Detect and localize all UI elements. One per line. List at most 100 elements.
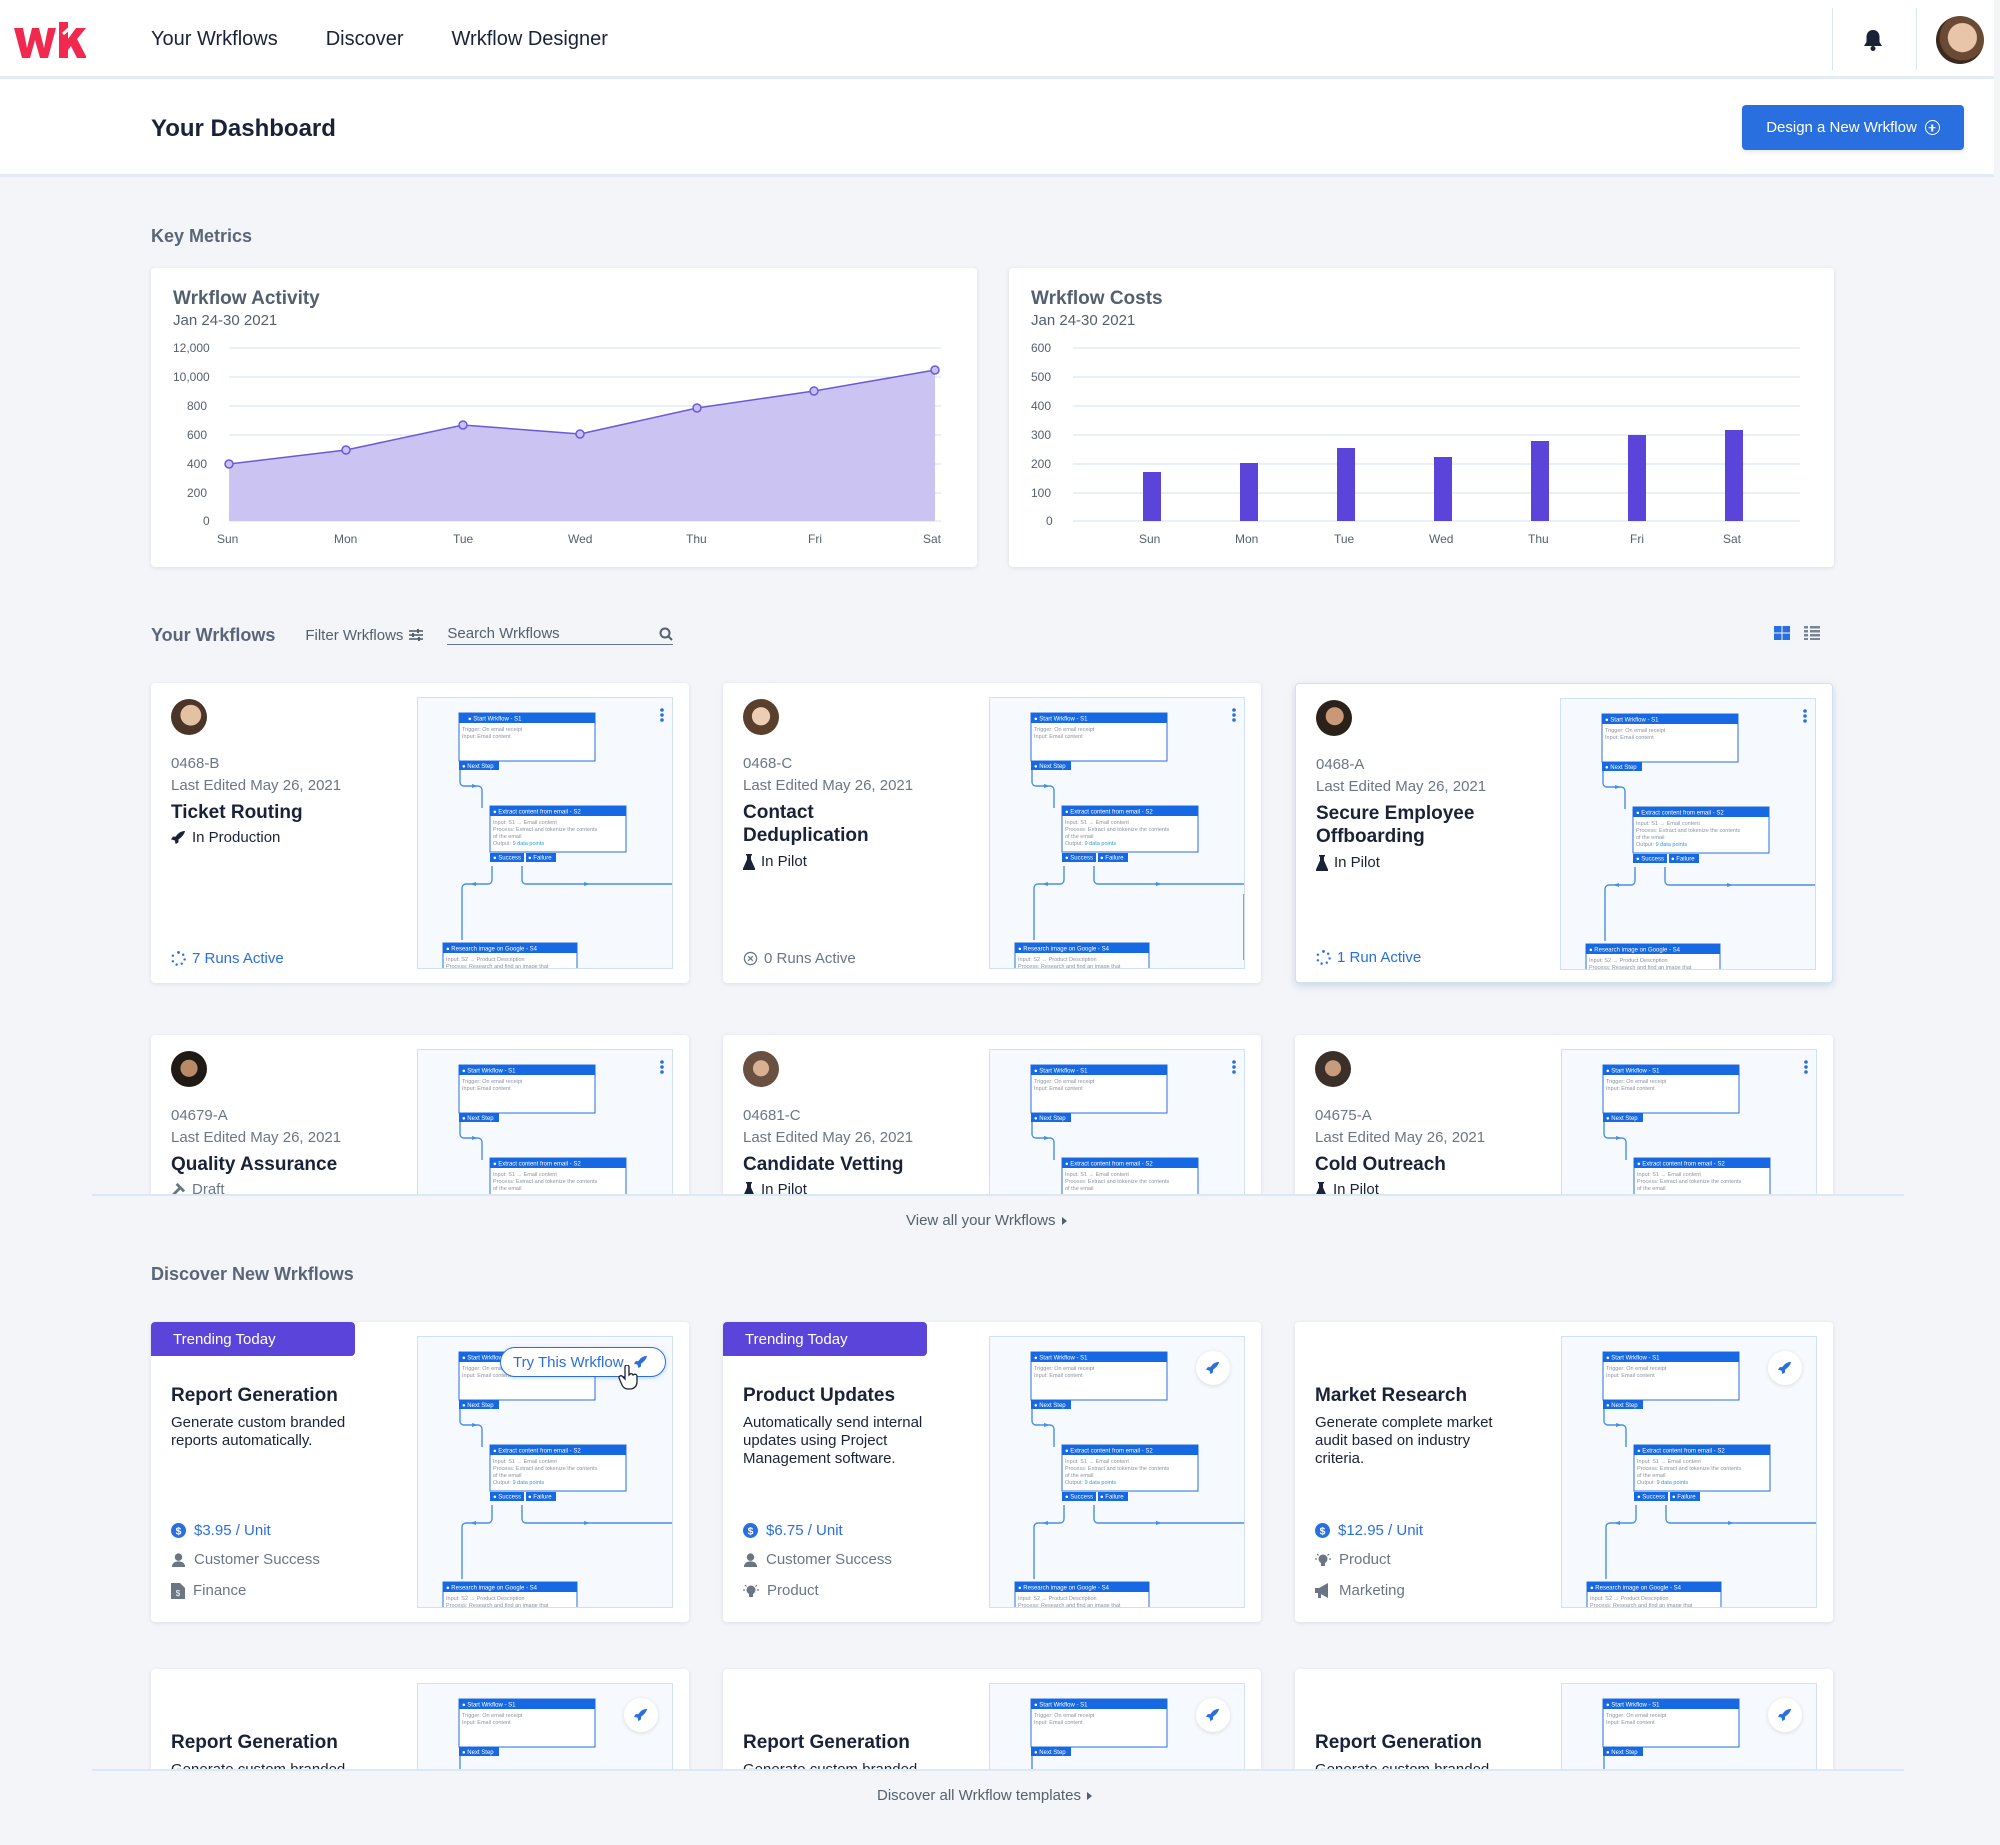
owner-avatar xyxy=(171,699,207,735)
bell-icon[interactable] xyxy=(1862,28,1884,52)
mini-flow-diagram: ● Start Wrkflow - S1 ● Next Step Trigger:… xyxy=(1030,1698,1168,1770)
nav-discover[interactable]: Discover xyxy=(325,28,404,50)
wrkflow-card[interactable]: 0468-B Last Edited May 26, 2021 Ticket R… xyxy=(151,683,689,983)
svg-text:● Start Wrkflow - S1: ● Start Wrkflow - S1 xyxy=(462,1356,516,1362)
key-metrics-heading: Key Metrics xyxy=(151,226,253,246)
wrkflow-name: Quality Assurance xyxy=(171,1154,338,1175)
more-options-icon[interactable] xyxy=(660,708,664,722)
try-label: Try This Wrkflow xyxy=(513,1353,624,1371)
discover-all-templates-link[interactable]: Discover all Wrkflow templates xyxy=(877,1787,1092,1804)
price-label: $12.95 / Unit xyxy=(1338,1522,1424,1539)
svg-text:● Extract content from email -: ● Extract content from email - S2 xyxy=(1065,810,1153,816)
wrkflow-id: 0468-A xyxy=(1316,756,1365,773)
grid-view-icon[interactable] xyxy=(1774,626,1790,640)
main-nav: Your Wrkflows Discover Wrkflow Designer xyxy=(151,0,608,79)
dollar-circle-icon: $ xyxy=(743,1523,758,1538)
user-avatar[interactable] xyxy=(1936,16,1984,64)
nav-your-wrkflows[interactable]: Your Wrkflows xyxy=(151,28,278,50)
svg-text:Input: S1 → Email content: Input: S1 → Email content xyxy=(1065,820,1129,826)
template-tag: $ Finance xyxy=(171,1582,246,1599)
svg-text:Input: S1 → Email content: Input: S1 → Email content xyxy=(1637,1172,1701,1178)
view-all-wrkflows-link[interactable]: View all your Wrkflows xyxy=(906,1212,1067,1229)
svg-text:● Start Wrkflow - S1: ● Start Wrkflow - S1 xyxy=(1034,717,1088,723)
owner-avatar xyxy=(1315,1051,1351,1087)
template-card[interactable]: Trending Today Report Generation Generat… xyxy=(151,1322,689,1622)
mini-flow-diagram: ● Start Wrkflow - S1 ● Next Step ● Extract… xyxy=(1586,1351,1816,1608)
svg-text:Output: 9 data points: Output: 9 data points xyxy=(1065,1480,1116,1486)
svg-text:Input: Email content: Input: Email content xyxy=(1606,1720,1655,1726)
svg-text:● Start Wrkflow - S1: ● Start Wrkflow - S1 xyxy=(1605,718,1659,724)
more-options-icon[interactable] xyxy=(1803,709,1807,723)
svg-text:Trigger: On email receipt: Trigger: On email receipt xyxy=(1034,1366,1095,1372)
svg-text:Process: Research and find an: Process: Research and find an image that xyxy=(1590,1603,1693,1608)
svg-text:● Research image on Google - S: ● Research image on Google - S4 xyxy=(1018,947,1110,953)
wrkflow-card[interactable]: 0468-C Last Edited May 26, 2021 Contact … xyxy=(723,683,1261,983)
svg-text:of the email: of the email xyxy=(493,1473,521,1479)
search-wrkflows-input[interactable] xyxy=(447,625,638,642)
try-this-wrkflow-button[interactable]: Try This Wrkflow xyxy=(500,1347,666,1377)
svg-text:Process: Extract and tokenize: Process: Extract and tokenize the conten… xyxy=(493,1179,598,1185)
wrkflow-diagram-preview: ● Start Wrkflow - S1 ● Next Step Trigger:… xyxy=(417,1683,673,1770)
status-label: Draft xyxy=(192,1181,225,1195)
svg-text:● Start Wrkflow - S1: ● Start Wrkflow - S1 xyxy=(1034,1069,1088,1075)
svg-text:Trigger: On email receipt: Trigger: On email receipt xyxy=(1606,1079,1667,1085)
more-options-icon[interactable] xyxy=(1232,1060,1236,1074)
more-options-icon[interactable] xyxy=(1804,1060,1808,1074)
wrkflow-card[interactable]: 04675-A Last Edited May 26, 2021 Cold Ou… xyxy=(1295,1035,1833,1195)
wrkflow-card[interactable]: 0468-A Last Edited May 26, 2021 Secure E… xyxy=(1295,683,1833,983)
svg-text:$: $ xyxy=(1320,1526,1326,1537)
svg-text:Input: S1 → Email content: Input: S1 → Email content xyxy=(493,1459,557,1465)
try-wrkflow-rocket-button[interactable] xyxy=(1196,1351,1230,1385)
nav-wrkflow-designer[interactable]: Wrkflow Designer xyxy=(451,28,608,50)
runs-active[interactable]: 1 Run Active xyxy=(1316,949,1421,966)
tag-label: Customer Success xyxy=(766,1551,892,1568)
try-wrkflow-rocket-button[interactable] xyxy=(624,1698,658,1732)
x-tick: Fri xyxy=(1630,532,1644,546)
svg-text:● Failure: ● Failure xyxy=(528,1495,552,1501)
wrkflow-card[interactable]: 04681-C Last Edited May 26, 2021 Candida… xyxy=(723,1035,1261,1195)
wrkflow-status: In Production xyxy=(171,829,280,846)
template-card[interactable]: Market Research Generate complete market… xyxy=(1295,1322,1833,1622)
wrkflow-diagram-preview: ● Start Wrkflow - S1 ● Next Step ● Extract… xyxy=(1561,1049,1817,1195)
wrkflow-name: Candidate Vetting xyxy=(743,1154,904,1175)
filter-wrkflows-button[interactable]: Filter Wrkflows xyxy=(305,627,424,644)
svg-text:● Research image on Google - S: ● Research image on Google - S4 xyxy=(1018,1586,1110,1592)
design-new-wrkflow-button[interactable]: Design a New Wrkflow xyxy=(1742,105,1964,150)
wrk-logo-icon[interactable] xyxy=(14,20,86,60)
try-wrkflow-rocket-button[interactable] xyxy=(1196,1698,1230,1732)
caret-right-icon xyxy=(1086,1791,1092,1800)
x-tick: Thu xyxy=(686,532,707,546)
more-options-icon[interactable] xyxy=(660,1060,664,1074)
template-card[interactable]: Report Generation Generate custom brande… xyxy=(723,1669,1261,1770)
svg-text:Input: S1 → Email content: Input: S1 → Email content xyxy=(1065,1459,1129,1465)
rocket-icon xyxy=(633,1355,647,1369)
list-view-icon[interactable] xyxy=(1804,626,1820,640)
mini-flow-diagram: ● Start Wrkflow - S1 ● Next Step Trigger:… xyxy=(458,1698,596,1770)
wrkflow-card[interactable]: 04679-A Last Edited May 26, 2021 Quality… xyxy=(151,1035,689,1195)
svg-text:Output: 9 data points: Output: 9 data points xyxy=(1636,842,1687,848)
template-name: Report Generation xyxy=(1315,1732,1482,1753)
your-wrkflows-heading: Your Wrkflows xyxy=(151,624,276,645)
lightbulb-icon xyxy=(1315,1553,1331,1566)
section-divider xyxy=(92,1194,1904,1196)
template-card[interactable]: Report Generation Generate custom brande… xyxy=(1295,1669,1833,1770)
svg-text:Trigger: On email receipt: Trigger: On email receipt xyxy=(462,1713,523,1719)
template-card[interactable]: Trending Today Product Updates Automatic… xyxy=(723,1322,1261,1622)
svg-text:● Start Wrkflow - S1: ● Start Wrkflow - S1 xyxy=(1606,1069,1660,1075)
runs-active[interactable]: 0 Runs Active xyxy=(743,950,856,967)
search-icon[interactable] xyxy=(659,627,674,641)
tag-label: Product xyxy=(1339,1551,1391,1568)
last-edited: Last Edited May 26, 2021 xyxy=(171,777,342,794)
try-wrkflow-rocket-button[interactable] xyxy=(1768,1351,1802,1385)
svg-text:of the email: of the email xyxy=(1065,1186,1093,1192)
view-toggle xyxy=(1774,626,1820,640)
search-wrkflows-field[interactable] xyxy=(447,625,674,645)
try-wrkflow-rocket-button[interactable] xyxy=(1768,1698,1802,1732)
dashboard-header: Your Dashboard Design a New Wrkflow xyxy=(0,79,1994,177)
more-options-icon[interactable] xyxy=(1232,708,1236,722)
spinner-icon xyxy=(1316,950,1331,965)
template-card[interactable]: Report Generation Generate custom brande… xyxy=(151,1669,689,1770)
header-divider xyxy=(1916,8,1917,70)
svg-text:● Extract content from email -: ● Extract content from email - S2 xyxy=(1065,1162,1153,1168)
runs-active[interactable]: 7 Runs Active xyxy=(171,950,284,967)
